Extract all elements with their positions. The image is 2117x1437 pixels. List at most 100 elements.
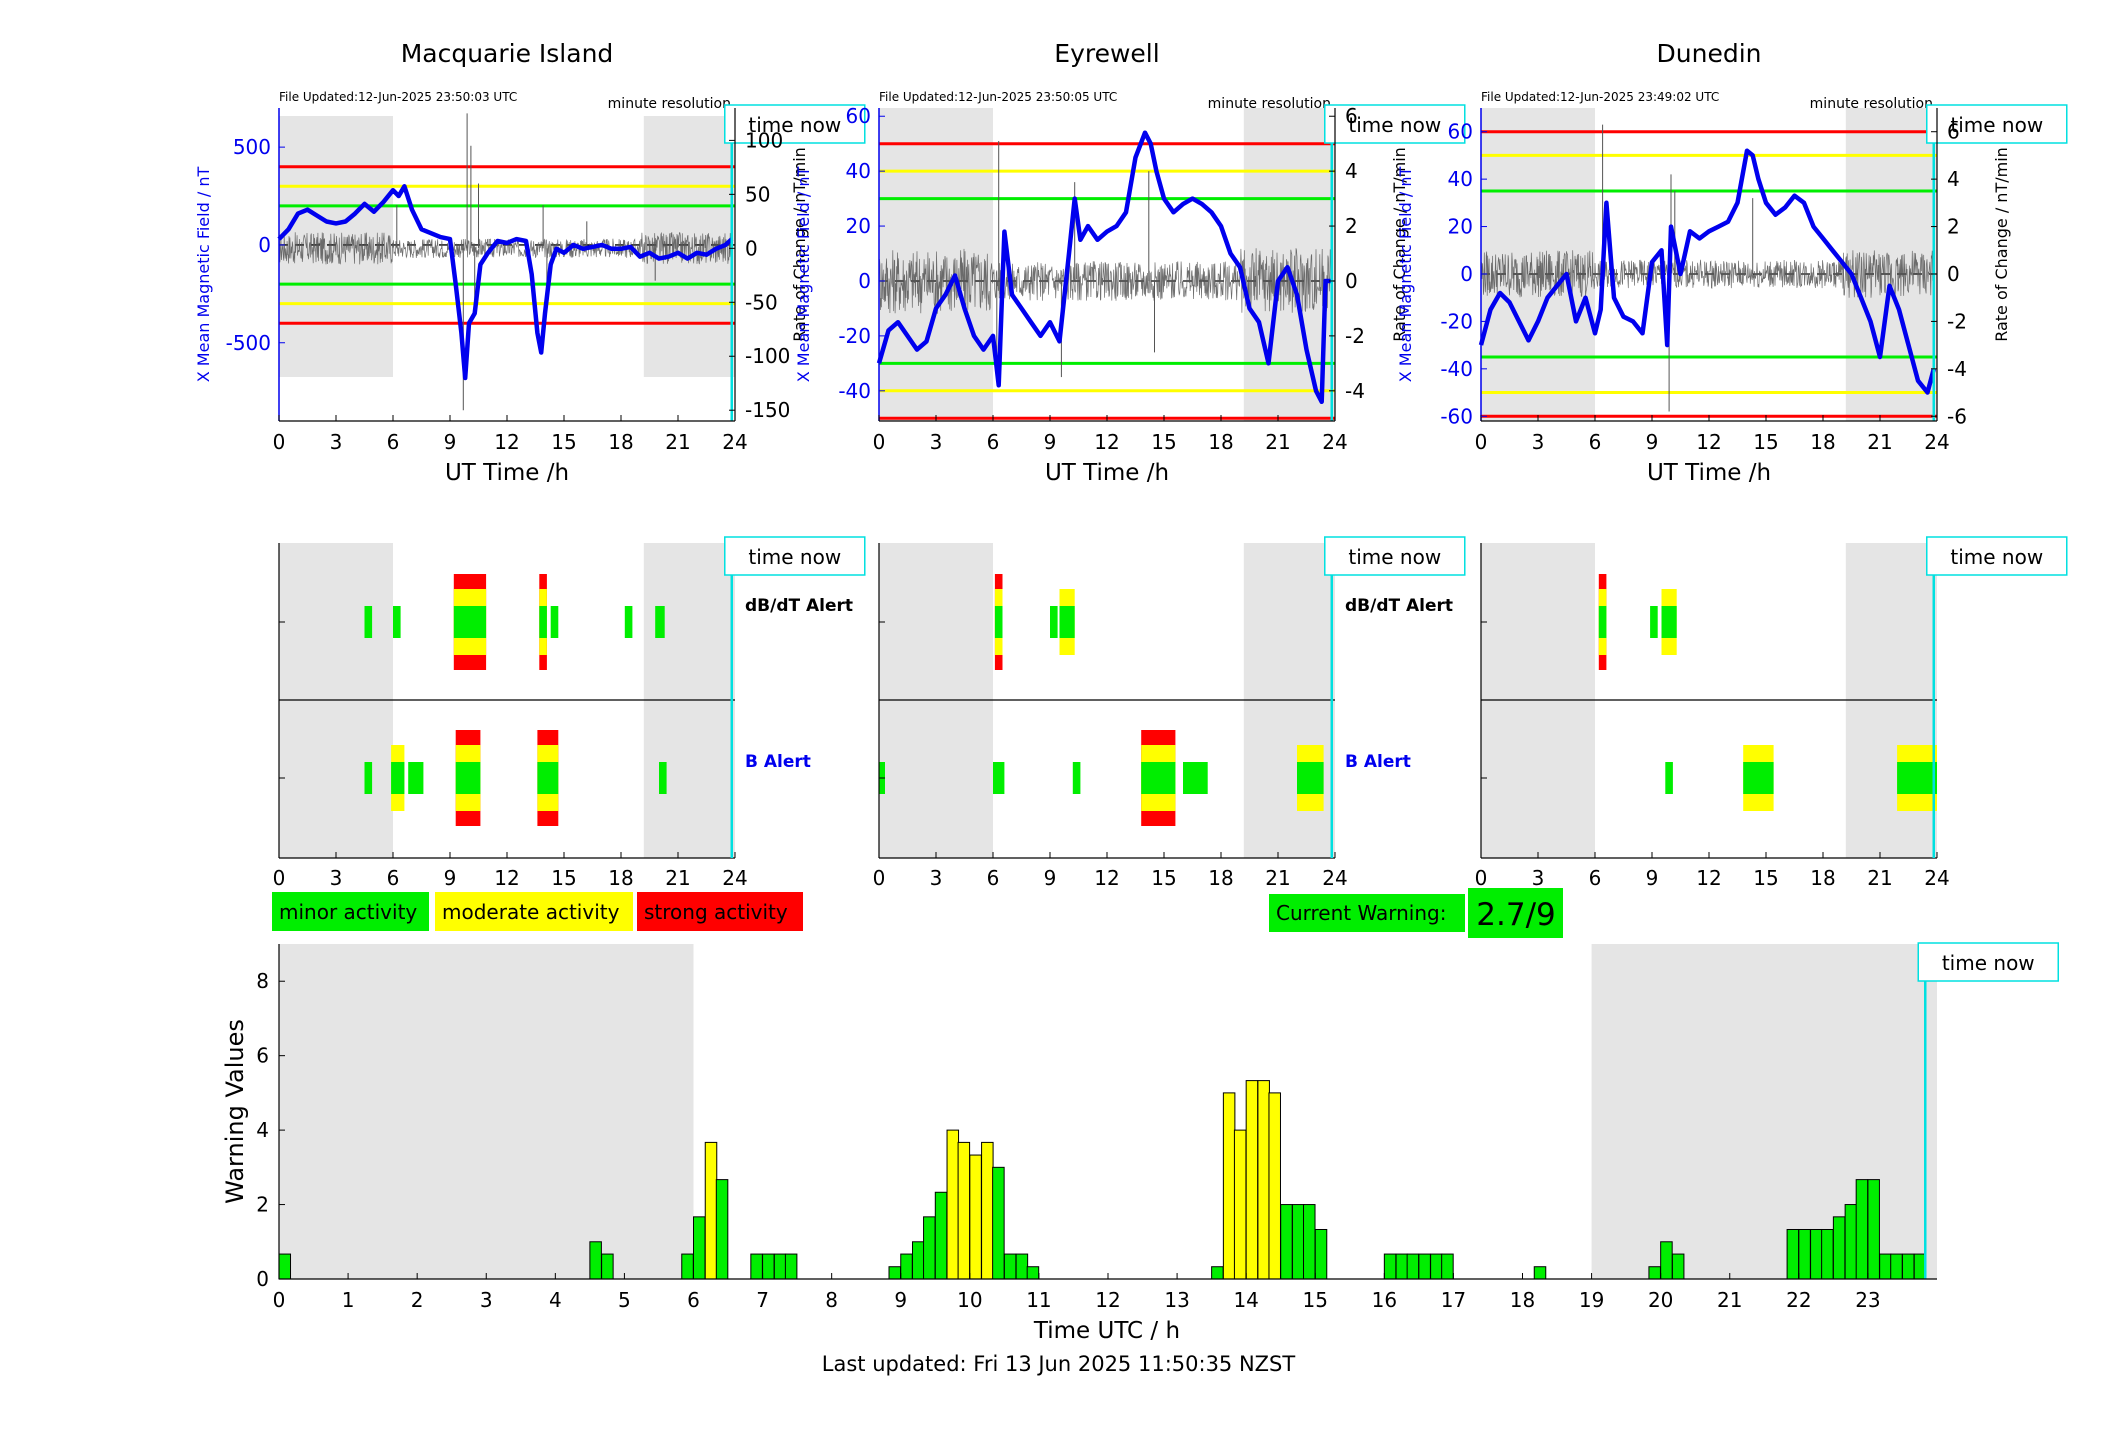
mean-field-line <box>1478 148 1936 395</box>
y-right-tick-label: -100 <box>745 344 790 368</box>
y-right-tick-label: 0 <box>1345 269 1358 293</box>
x-tick-label: 8 <box>825 1288 838 1312</box>
alert-block-minor <box>393 606 401 638</box>
warning-bar <box>1291 1204 1305 1280</box>
x-tick-label: 6 <box>1589 866 1602 890</box>
warning-bar <box>278 1253 292 1280</box>
x-tick-label: 3 <box>1532 430 1545 454</box>
x-tick-label: 15 <box>1151 430 1176 454</box>
legend-label: moderate activity <box>442 900 620 924</box>
y-right-tick-label: 0 <box>1947 262 1960 286</box>
legend-item-0: minor activity <box>272 892 429 931</box>
time-now-label: time now <box>748 113 841 137</box>
x-axis-label: UT Time /h <box>1647 460 1771 486</box>
alert-panel-2: time now 0 3 6 9 12 15 18 21 24 <box>1475 536 2068 890</box>
x-tick-label: 12 <box>494 430 519 454</box>
time-now-marker: time now <box>1324 536 1466 576</box>
y-right-tick-label: -2 <box>1345 324 1365 348</box>
y-right-axis-label: Rate of Change / nT/min <box>1992 147 2011 342</box>
y-tick-label: 8 <box>256 969 269 993</box>
time-now-label: time now <box>1942 951 2035 975</box>
x-tick-label: 9 <box>894 1288 907 1312</box>
warning-bar <box>1211 1266 1224 1280</box>
x-tick-label: 6 <box>987 866 1000 890</box>
y-right-axis-label: Rate of Change / nT/min <box>790 147 809 342</box>
y-tick-label: 6 <box>256 1044 269 1068</box>
time-now-box <box>1926 536 2068 576</box>
alert-block-minor <box>1141 762 1176 794</box>
alert-block-minor <box>1072 762 1081 794</box>
field-panel-1: Eyrewell File Updated:12-Jun-2025 23:50:0… <box>794 39 1466 486</box>
alert-block-minor <box>391 762 405 794</box>
warning-bar <box>1406 1253 1420 1280</box>
x-tick-label: 6 <box>387 430 400 454</box>
y-right-tick-label: -2 <box>1947 309 1967 333</box>
y-right-tick-label: 50 <box>745 182 770 206</box>
warning-bar <box>1821 1228 1834 1280</box>
x-tick-label: 12 <box>1094 430 1119 454</box>
x-tick-label: 11 <box>1026 1288 1051 1312</box>
warning-bar <box>704 1141 718 1280</box>
alert-block-minor <box>1059 606 1075 638</box>
y-left-tick-label: 0 <box>1460 262 1473 286</box>
x-tick-label: 1 <box>342 1288 355 1312</box>
x-tick-label: 15 <box>551 430 576 454</box>
warning-bar <box>601 1253 614 1280</box>
y-left-tick-label: 60 <box>846 104 871 128</box>
warning-bar <box>934 1191 948 1280</box>
alert-block-minor <box>1743 762 1774 794</box>
alert-block-minor <box>1665 762 1673 794</box>
warning-bar <box>1383 1253 1397 1280</box>
y-left-tick-label: 20 <box>846 214 871 238</box>
warning-bar <box>1026 1266 1040 1280</box>
x-tick-label: 18 <box>1208 430 1233 454</box>
warning-bar <box>1222 1092 1236 1280</box>
y-right-tick-label: 100 <box>745 128 783 152</box>
time-now-label: time now <box>1348 545 1441 569</box>
alert-block-minor <box>1897 762 1937 794</box>
current-warning-label: Current Warning: <box>1276 901 1446 925</box>
x-axis-label: UT Time /h <box>445 460 569 486</box>
warning-bar <box>1395 1253 1409 1280</box>
file-updated-label: File Updated:12-Jun-2025 23:49:02 UTC <box>1481 90 1719 104</box>
rate-of-change-trace <box>878 248 1333 314</box>
warning-bar <box>1832 1216 1846 1280</box>
x-tick-label: 21 <box>665 866 690 890</box>
x-tick-label: 2 <box>411 1288 424 1312</box>
time-now-box <box>724 536 866 576</box>
x-tick-label: 6 <box>387 866 400 890</box>
x-tick-label: 21 <box>1867 430 1892 454</box>
x-tick-label: 0 <box>873 866 886 890</box>
x-tick-label: 15 <box>1303 1288 1328 1312</box>
x-tick-label: 9 <box>1646 866 1659 890</box>
x-tick-label: 3 <box>1532 866 1545 890</box>
x-tick-label: 9 <box>444 430 457 454</box>
x-tick-label: 16 <box>1372 1288 1397 1312</box>
x-tick-label: 21 <box>1867 866 1892 890</box>
alert-block-minor <box>550 606 559 638</box>
warning-bar <box>1441 1253 1454 1280</box>
field-panel-0: Macquarie Island File Updated:12-Jun-2025… <box>194 39 866 486</box>
x-tick-label: 22 <box>1786 1288 1811 1312</box>
warning-bar <box>1855 1179 1869 1280</box>
warning-bar <box>1233 1129 1247 1280</box>
x-tick-label: 17 <box>1441 1288 1466 1312</box>
x-tick-label: 0 <box>1475 866 1488 890</box>
x-tick-label: 6 <box>687 1288 700 1312</box>
x-tick-label: 21 <box>1265 866 1290 890</box>
b-alert-label: B Alert <box>745 752 811 772</box>
x-tick-label: 24 <box>1322 430 1347 454</box>
station-title: Dunedin <box>1657 39 1762 68</box>
y-right-tick-label: 4 <box>1345 159 1358 183</box>
alert-block-minor <box>993 762 1005 794</box>
x-tick-label: 3 <box>330 430 343 454</box>
alert-block-minor <box>453 606 487 638</box>
y-left-tick-label: -20 <box>1440 309 1473 333</box>
mean-field-line <box>277 184 734 381</box>
warning-bar <box>957 1141 971 1280</box>
alert-block-minor <box>624 606 633 638</box>
warning-bar <box>1810 1228 1823 1280</box>
warning-bar <box>589 1241 602 1280</box>
